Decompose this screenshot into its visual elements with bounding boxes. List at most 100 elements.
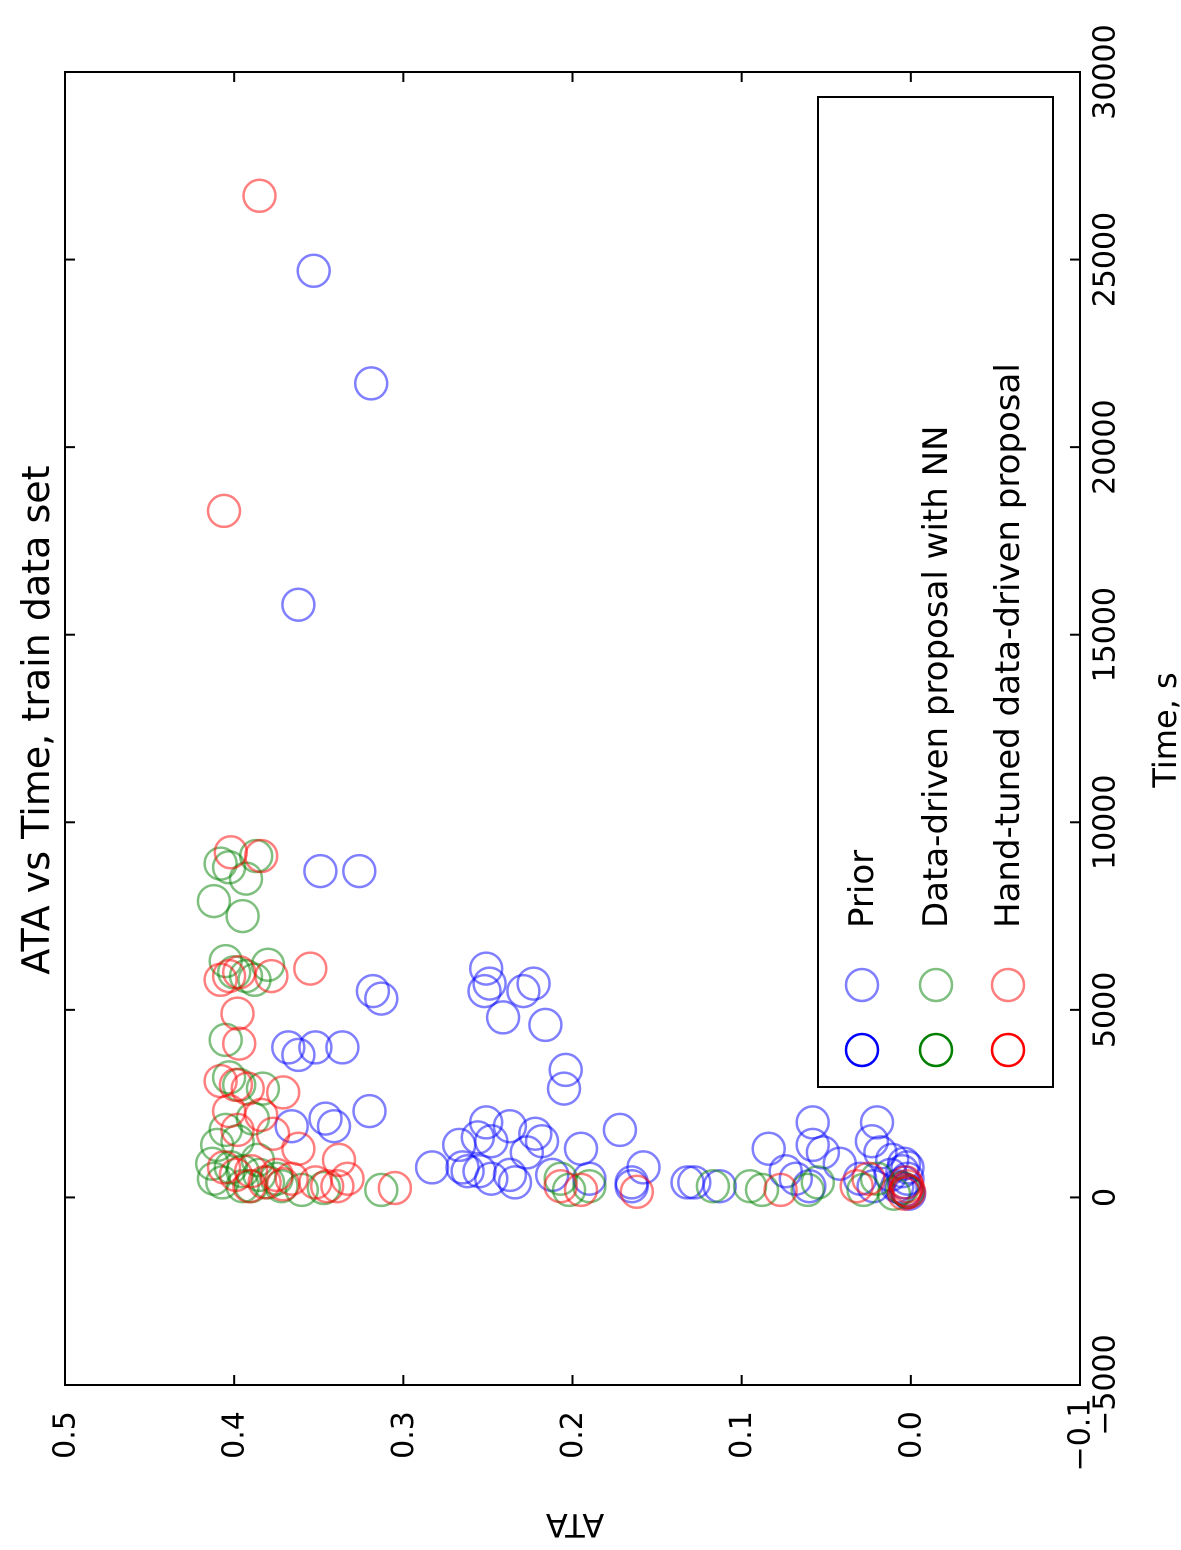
data-point-series-3 [619,1174,655,1210]
data-point-series-3 [377,1170,413,1206]
axis-ticks: −5000 0 5000 10000 15000 20000 25000 30000 −0.1 0… [48,24,1123,1471]
data-point-series-1 [485,1000,521,1035]
data-point-series-1 [516,966,551,1001]
data-point-series-3 [206,1150,242,1185]
legend-marker [918,967,954,1003]
data-point-series-1 [325,1030,360,1065]
data-point-series-3 [851,1161,886,1196]
legend-label: Hand-tuned data-driven proposal [988,363,1028,928]
data-point-series-1 [298,1030,333,1065]
data-points [194,178,927,1211]
data-point-series-3 [232,1168,267,1204]
x-tick-label: 10000 [1088,775,1123,870]
data-point-series-2 [800,1165,836,1200]
data-point-series-1 [274,1108,309,1144]
legend-marker [918,1032,954,1068]
data-point-series-1 [768,1153,803,1189]
data-point-series-3 [309,1168,345,1204]
x-axis-label: Time, s [1146,672,1181,788]
legend-marker [844,1032,880,1068]
y-tick-label: −0.1 [1063,1399,1098,1472]
data-point-series-1 [353,366,389,401]
data-point-series-2 [695,1168,731,1204]
data-point-series-2 [744,1172,780,1208]
x-tick-label: 15000 [1088,587,1123,682]
data-point-series-2 [196,883,232,919]
data-point-series-1 [468,951,504,986]
data-point-series-3 [254,958,289,994]
data-point-series-1 [528,1007,563,1043]
x-tick-label: 0 [1088,1188,1123,1207]
data-point-series-2 [790,1172,825,1208]
y-tick-label: 0.3 [386,1411,421,1459]
data-point-series-3 [274,1161,309,1196]
data-point-series-3 [255,1116,291,1151]
data-point-series-1 [355,973,391,1009]
data-point-series-3 [243,838,279,874]
data-point-series-3 [293,951,328,986]
data-point-series-3 [206,493,242,529]
data-point-series-1 [441,1127,477,1163]
data-point-series-3 [281,1131,316,1166]
data-point-series-1 [859,1105,895,1140]
data-point-series-3 [888,1172,924,1208]
data-point-series-1 [886,1146,922,1181]
data-point-series-3 [543,1168,578,1204]
data-point-series-1 [414,1150,450,1185]
y-tick-label: 0.2 [555,1411,590,1459]
data-point-series-3 [763,1172,798,1208]
data-point-series-3 [888,1165,924,1200]
y-axis-label: ATA [546,1506,604,1544]
data-point-series-1 [563,1131,599,1166]
data-point-series-3 [220,996,255,1031]
data-point-series-3 [563,1172,599,1208]
data-point-series-1 [364,981,399,1016]
data-point-series-3 [242,178,277,214]
x-tick-label: 5000 [1088,972,1123,1048]
data-point-series-1 [296,253,331,289]
legend-entries: Prior Data-driven proposal with NN Hand-tu… [842,363,1028,1068]
legend-marker [844,967,880,1003]
data-point-series-3 [220,1112,255,1148]
data-point-series-3 [839,1168,874,1204]
data-point-series-3 [247,1165,282,1200]
x-tick-label: 30000 [1088,24,1123,119]
data-point-series-1 [546,1071,582,1106]
data-point-series-3 [320,1168,355,1204]
data-point-series-1 [497,1165,533,1200]
y-tick-label: 0.0 [893,1411,928,1459]
y-tick-label: 0.5 [48,1411,83,1459]
data-point-series-1 [316,1108,352,1144]
data-point-series-2 [364,1172,399,1208]
data-point-series-1 [467,973,502,1009]
data-point-series-2 [306,1170,342,1206]
data-point-series-1 [518,1116,553,1151]
legend-label: Prior [842,850,882,928]
data-point-series-1 [702,1168,737,1204]
legend-box [817,96,1054,1088]
data-point-series-1 [677,1165,712,1200]
legend-label: Data-driven proposal with NN [916,426,956,928]
data-point-series-1 [751,1131,786,1166]
data-point-series-1 [460,1120,496,1155]
data-point-series-1 [602,1112,638,1148]
data-point-series-3 [265,1075,301,1110]
data-point-series-1 [472,966,507,1001]
data-point-series-3 [233,1153,269,1189]
legend: Prior Data-driven proposal with NN Hand-tu… [817,96,1054,1088]
y-tick-label: 0.4 [217,1411,252,1459]
data-point-series-3 [265,1167,301,1202]
data-point-series-1 [492,1157,528,1193]
x-tick-label: −5000 [1088,1334,1123,1435]
data-point-series-2 [245,1071,281,1106]
x-tick-label: 25000 [1088,212,1123,307]
data-point-series-2 [225,898,260,934]
data-point-series-1 [548,1052,583,1088]
data-point-series-1 [506,973,541,1009]
data-point-series-1 [572,1161,607,1196]
data-point-series-1 [352,1093,387,1129]
data-point-series-1 [281,1037,316,1073]
data-point-series-1 [445,1150,480,1185]
chart-title: ATA vs Time, train data set [14,465,58,974]
